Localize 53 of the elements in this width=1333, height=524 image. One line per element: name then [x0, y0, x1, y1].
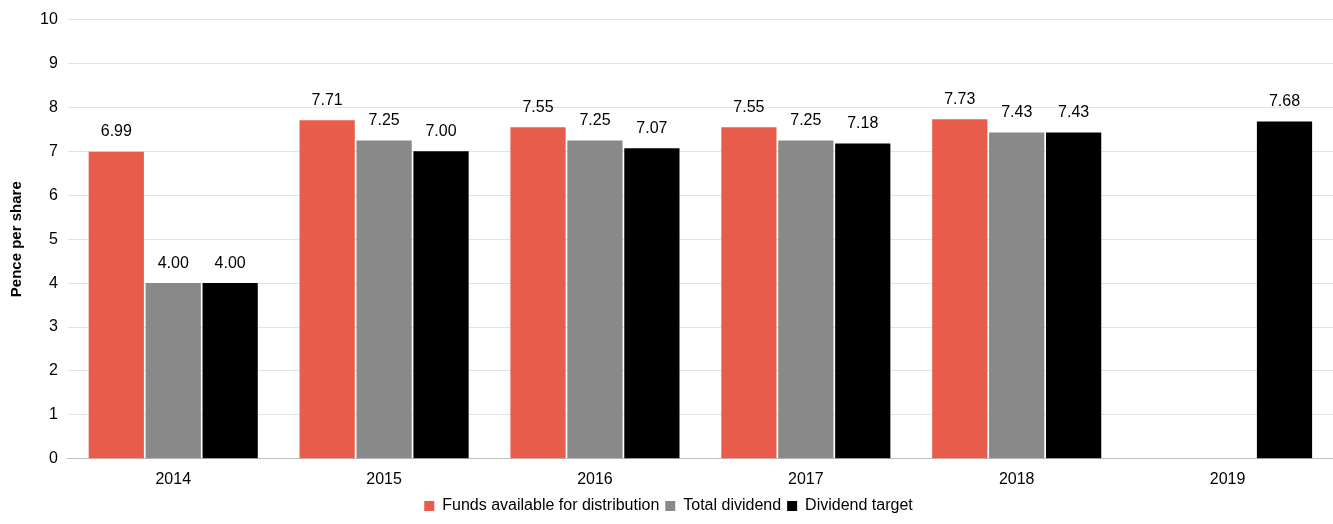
x-tick-label: 2019 [1209, 469, 1246, 487]
y-tick-label: 10 [40, 10, 58, 28]
bar [1256, 121, 1313, 459]
x-tick-label: 2015 [366, 469, 402, 487]
y-tick-label: 0 [48, 449, 58, 467]
bar [145, 283, 201, 459]
data-label: 7.07 [636, 118, 668, 136]
data-label: 7.71 [311, 90, 343, 108]
bar [721, 127, 777, 459]
data-label: 7.25 [368, 110, 400, 128]
x-tick-label: 2016 [577, 469, 613, 487]
data-label: 7.43 [1001, 102, 1033, 120]
data-label: 7.18 [847, 113, 879, 131]
bar [624, 148, 680, 459]
data-label: 4.00 [214, 253, 246, 271]
y-tick-label: 1 [48, 405, 58, 423]
x-tick-label: 2018 [998, 469, 1035, 487]
y-tick-label: 6 [48, 185, 58, 203]
data-label: 6.99 [100, 122, 132, 140]
data-label: 7.00 [425, 121, 457, 139]
legend-label: Dividend target [805, 496, 914, 514]
data-label: 7.43 [1058, 102, 1090, 120]
y-tick-label: 3 [48, 317, 58, 335]
y-axis-title: Pence per share [7, 181, 25, 298]
data-label: 4.00 [157, 253, 189, 271]
bar [932, 119, 988, 459]
data-label: 7.55 [733, 97, 765, 115]
legend-label: Total dividend [683, 496, 782, 514]
bar [413, 151, 469, 459]
bar [567, 140, 623, 459]
y-tick-label: 4 [48, 273, 58, 291]
bar [989, 132, 1045, 459]
bar [510, 127, 566, 459]
bar [356, 140, 412, 459]
bar [88, 151, 144, 459]
bar [1046, 132, 1102, 459]
x-tick-label: 2017 [788, 469, 824, 487]
data-label: 7.25 [579, 110, 611, 128]
data-label: 7.55 [522, 97, 554, 115]
bar [299, 120, 355, 459]
y-tick-label: 2 [48, 361, 58, 379]
y-tick-label: 5 [48, 229, 58, 247]
bar [202, 283, 258, 459]
data-label: 7.25 [790, 110, 822, 128]
data-label: 7.73 [944, 89, 976, 107]
bar [835, 143, 891, 459]
data-label: 7.68 [1268, 91, 1301, 109]
x-tick-label: 2014 [155, 469, 192, 487]
y-tick-label: 9 [48, 53, 58, 71]
y-tick-label: 8 [48, 97, 58, 115]
y-tick-label: 7 [48, 141, 58, 159]
bar [778, 140, 834, 459]
legend-label: Funds available for distribution [442, 496, 660, 514]
